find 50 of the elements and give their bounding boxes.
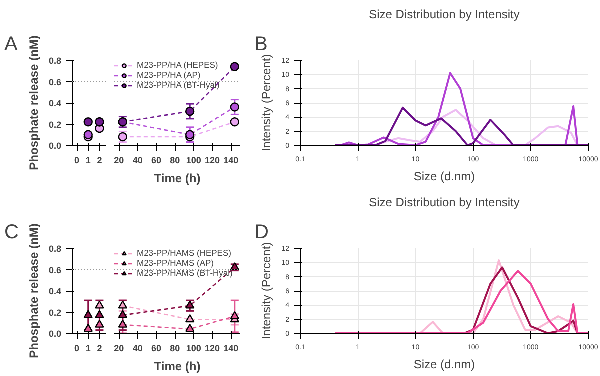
x-tick-label: 80 [170,156,180,166]
y-tick-label: 0.2 [48,308,62,318]
x-tick-label: 120 [204,156,220,166]
x-tick-label: 140 [224,156,239,166]
legend-label: M23-PP/HA (HEPES) [137,60,218,70]
text: D [254,222,269,244]
chart-title: Size Distribution by Intensity [369,8,520,22]
legend-label: M23-PP/HA (BT-Hyal) [137,80,220,90]
x-tick-label: 1 [86,156,91,166]
x-tick-label: 120 [204,344,220,354]
x-tick-label: 80 [170,344,180,354]
text: B [254,34,268,56]
y-axis-title: Phosphate release (nM) [26,224,41,358]
legend-label: M23-PP/HAMS (BT-Hyal) [137,268,233,278]
y-axis-title: Intensity (Percent) [260,242,274,340]
y-tick-label: 0.2 [48,120,62,130]
x-tick-label: 140 [224,344,239,354]
y-tick-label: 0.4 [48,98,62,108]
y-axis-title: Phosphate release (nM) [26,36,41,170]
y-tick-label: 0.8 [48,56,62,66]
x-tick-label: 2 [97,156,102,166]
text: A [4,34,18,56]
x-tick-label: 100 [186,156,202,166]
x-tick-label: 40 [132,344,143,354]
x-axis-title: Time (h) [154,360,201,374]
legend-label: M23-PP/HAMS (HEPES) [137,248,232,258]
x-axis-title: Time (h) [154,172,201,186]
y-tick-label: 0.6 [48,265,62,276]
x-tick-label: 0 [74,156,80,166]
y-axis-title: Intensity (Percent) [260,54,274,152]
text: C [4,222,19,244]
x-tick-label: 2 [97,344,102,354]
y-tick-label: 0.4 [48,286,62,296]
x-tick-label: 20 [114,344,124,354]
x-tick-label: 20 [114,156,124,166]
y-tick-label: 0.8 [48,244,62,254]
y-tick-label: 0.0 [48,141,62,151]
x-axis-title: Size (d.nm) [414,358,476,372]
y-tick-label: 0.6 [48,77,62,88]
x-tick-label: 60 [151,156,162,166]
chart-title: Size Distribution by Intensity [369,196,520,210]
y-tick-label: 0.0 [48,329,62,339]
x-tick-label: 60 [151,344,162,354]
legend-label: M23-PP/HAMS (AP) [137,258,214,268]
x-tick-label: 1 [86,344,91,354]
legend-label: M23-PP/HA (AP) [137,70,201,80]
x-tick-label: 100 [186,344,202,354]
x-axis-title: Size (d.nm) [414,170,476,184]
x-tick-label: 40 [132,156,143,166]
x-tick-label: 0 [74,344,80,354]
